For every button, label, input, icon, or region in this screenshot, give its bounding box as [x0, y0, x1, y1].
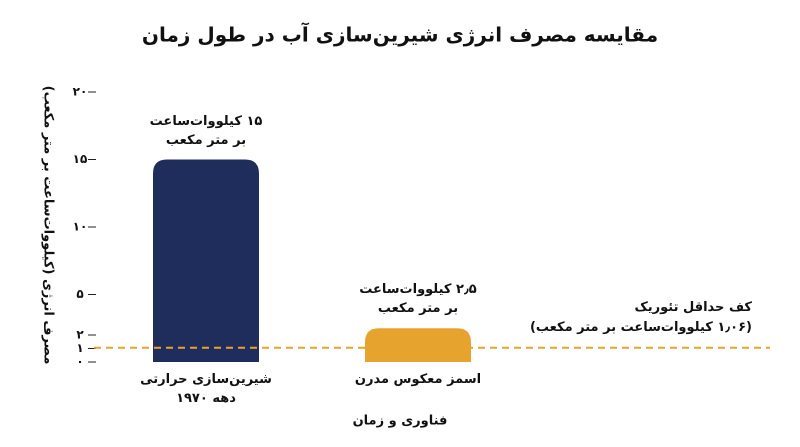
y-tick-label: ۲	[76, 328, 84, 342]
value-label: ۲٫۵ کیلووات‌ساعت بر متر مکعب	[359, 282, 477, 317]
chart-title: مقایسه مصرف انرژی شیرین‌سازی آب در طول ز…	[142, 22, 658, 47]
value-label: ۱۵ کیلووات‌ساعت بر متر مکعب	[149, 113, 263, 148]
y-tick-label: ۱۵	[73, 152, 88, 166]
reference-label: کف حداقل تئوریک	[634, 300, 752, 315]
bar	[153, 159, 259, 362]
x-tick-label: اسمز معکوس مدرن	[354, 372, 482, 387]
bar	[365, 328, 471, 362]
reference-value-label: (۱٫۰۶ کیلووات‌ساعت بر متر مکعب)	[530, 320, 752, 335]
y-tick-label: ۲۰	[73, 85, 88, 99]
y-tick-label: ۵	[76, 287, 83, 301]
y-tick-label: ۱۰	[73, 220, 88, 234]
x-tick-label: شیرین‌سازی حرارتی دهه ۱۹۷۰	[140, 372, 272, 406]
y-tick-label: ۱	[76, 341, 83, 355]
y-axis-label: مصرف انرژی (کیلووات‌ساعت بر متر مکعب)	[41, 86, 56, 365]
y-tick-label: ۰	[76, 355, 83, 369]
x-axis-label: فناوری و زمان	[353, 414, 448, 429]
